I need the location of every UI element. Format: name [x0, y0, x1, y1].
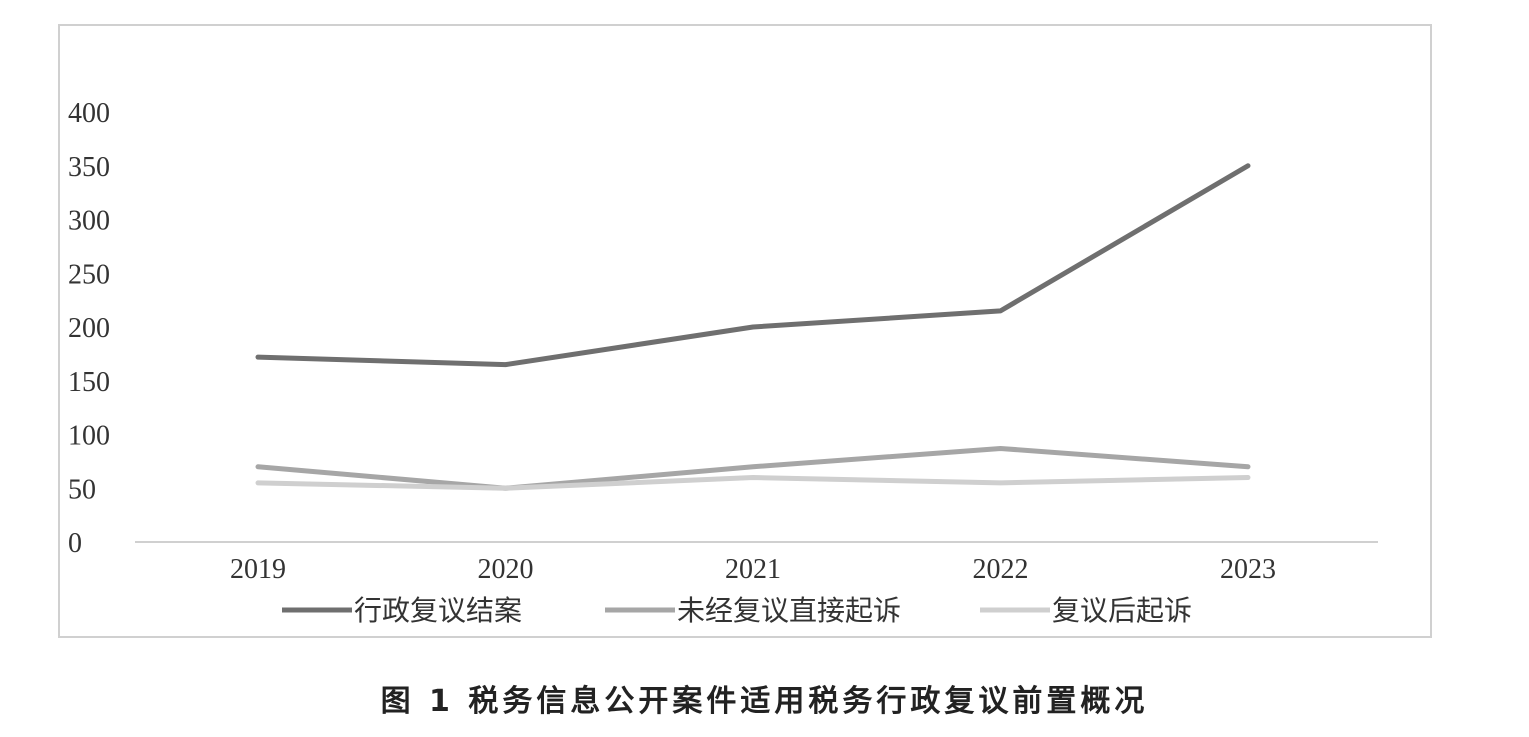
y-tick-label: 150	[68, 367, 110, 398]
x-tick-label: 2019	[230, 554, 286, 585]
y-tick-label: 300	[68, 206, 110, 237]
x-tick-label: 2020	[478, 554, 534, 585]
x-tick-label: 2023	[1220, 554, 1276, 585]
x-tick-label: 2022	[973, 554, 1029, 585]
series-line-1	[255, 163, 1251, 368]
figure-caption: 图 1 税务信息公开案件适用税务行政复议前置概况	[380, 684, 1149, 719]
y-tick-label: 250	[68, 259, 110, 290]
y-tick-label: 200	[68, 313, 110, 344]
y-tick-label: 50	[68, 474, 96, 505]
y-tick-label: 400	[68, 98, 110, 129]
chart-frame	[58, 24, 1432, 638]
y-tick-label: 350	[68, 152, 110, 183]
y-tick-label: 100	[68, 421, 110, 452]
line-chart: 0 50 100 150 200 250 300 350 400 2019 2020 2021 2022…	[68, 98, 1378, 627]
y-tick-label: 0	[68, 528, 82, 559]
legend-label-1: 行政复议结案	[354, 594, 522, 627]
legend-label-2: 未经复议直接起诉	[677, 594, 901, 627]
legend-label-3: 复议后起诉	[1052, 594, 1192, 627]
x-tick-label: 2021	[725, 554, 781, 585]
